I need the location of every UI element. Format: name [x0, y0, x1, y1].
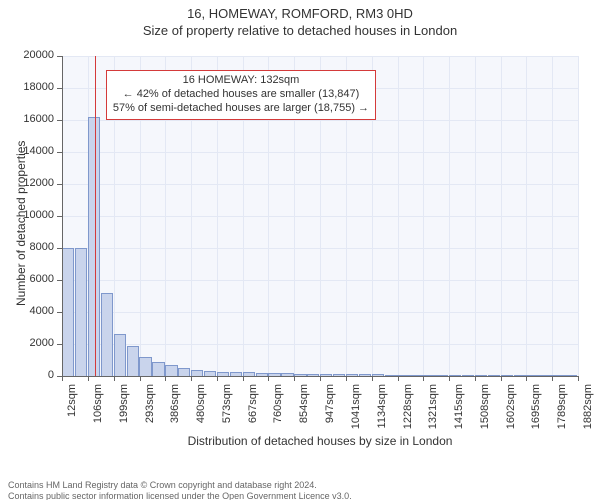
y-tick-label: 18000 — [14, 81, 54, 93]
x-tick-label: 480sqm — [195, 384, 207, 434]
x-tick-label: 1134sqm — [376, 384, 388, 434]
x-tick-label: 1415sqm — [453, 384, 465, 434]
chart-container: 16 HOMEWAY: 132sqm← 42% of detached hous… — [0, 46, 600, 456]
x-tick-label: 1041sqm — [350, 384, 362, 434]
x-tick-label: 947sqm — [324, 384, 336, 434]
y-tick-label: 12000 — [14, 177, 54, 189]
footer-line-2: Contains public sector information licen… — [8, 491, 352, 500]
x-axis-label: Distribution of detached houses by size … — [62, 434, 578, 448]
y-tick-label: 6000 — [14, 273, 54, 285]
x-tick-label: 1695sqm — [530, 384, 542, 434]
x-tick-label: 1882sqm — [582, 384, 594, 434]
histogram-bar — [75, 248, 87, 376]
y-tick-label: 8000 — [14, 241, 54, 253]
annotation-line: 16 HOMEWAY: 132sqm — [113, 74, 369, 88]
x-tick-label: 12sqm — [66, 384, 78, 434]
y-tick-label: 14000 — [14, 145, 54, 157]
x-tick-label: 386sqm — [169, 384, 181, 434]
histogram-bar — [139, 357, 151, 376]
histogram-bar — [178, 368, 190, 376]
y-tick-label: 2000 — [14, 337, 54, 349]
footer-attribution: Contains HM Land Registry data © Crown c… — [8, 480, 352, 500]
x-tick-label: 667sqm — [247, 384, 259, 434]
histogram-bar — [152, 362, 164, 376]
property-marker-line — [95, 56, 96, 376]
y-tick-label: 16000 — [14, 113, 54, 125]
x-tick-label: 854sqm — [298, 384, 310, 434]
x-tick-label: 106sqm — [92, 384, 104, 434]
x-tick-label: 573sqm — [221, 384, 233, 434]
plot-area: 16 HOMEWAY: 132sqm← 42% of detached hous… — [62, 56, 578, 376]
histogram-bar — [88, 117, 100, 376]
y-tick-label: 4000 — [14, 305, 54, 317]
x-tick-label: 199sqm — [118, 384, 130, 434]
histogram-bar — [62, 248, 74, 376]
x-tick-label: 1321sqm — [427, 384, 439, 434]
histogram-bar — [101, 293, 113, 376]
x-tick-label: 760sqm — [272, 384, 284, 434]
page-subtitle: Size of property relative to detached ho… — [0, 23, 600, 38]
histogram-bar — [127, 346, 139, 376]
x-tick-label: 293sqm — [144, 384, 156, 434]
histogram-bar — [114, 334, 126, 376]
x-tick-label: 1228sqm — [402, 384, 414, 434]
footer-line-1: Contains HM Land Registry data © Crown c… — [8, 480, 352, 491]
histogram-bar — [165, 365, 177, 376]
y-tick-label: 0 — [14, 369, 54, 381]
y-tick-label: 20000 — [14, 49, 54, 61]
x-tick-label: 1508sqm — [479, 384, 491, 434]
x-tick-label: 1602sqm — [505, 384, 517, 434]
page-title: 16, HOMEWAY, ROMFORD, RM3 0HD — [0, 6, 600, 21]
x-tick-label: 1789sqm — [556, 384, 568, 434]
annotation-line: ← 42% of detached houses are smaller (13… — [113, 88, 369, 102]
annotation-box: 16 HOMEWAY: 132sqm← 42% of detached hous… — [106, 70, 376, 119]
annotation-line: 57% of semi-detached houses are larger (… — [113, 102, 369, 116]
y-tick-label: 10000 — [14, 209, 54, 221]
